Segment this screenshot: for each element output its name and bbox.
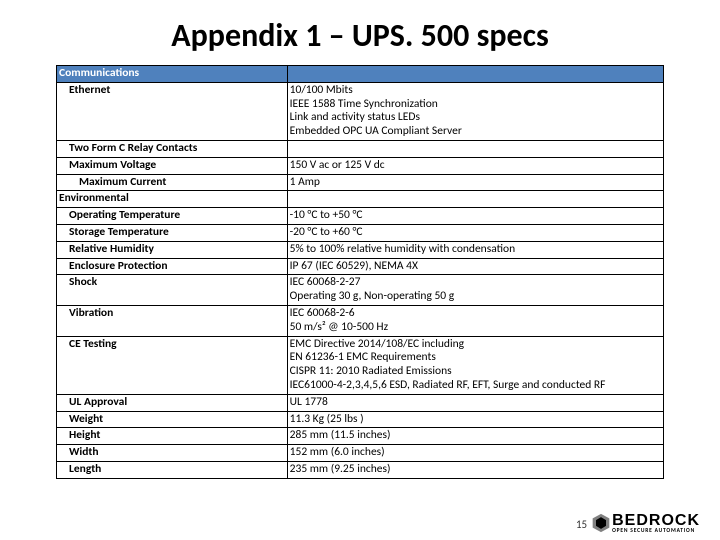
spec-label: Maximum Voltage <box>57 157 288 174</box>
spec-label: Width <box>57 445 288 462</box>
table-row: Operating Temperature-10 °C to +50 °C <box>57 208 664 225</box>
spec-label: Operating Temperature <box>57 208 288 225</box>
table-row: Ethernet10/100 Mbits IEEE 1588 Time Sync… <box>57 82 664 140</box>
table-row: Width152 mm (6.0 inches) <box>57 445 664 462</box>
spec-label: Weight <box>57 411 288 428</box>
table-row: Enclosure ProtectionIP 67 (IEC 60529), N… <box>57 258 664 275</box>
spec-label: Relative Humidity <box>57 241 288 258</box>
table-row: Height285 mm (11.5 inches) <box>57 428 664 445</box>
spec-value: UL 1778 <box>287 394 663 411</box>
spec-value: 152 mm (6.0 inches) <box>287 445 663 462</box>
spec-label: Two Form C Relay Contacts <box>57 140 288 157</box>
table-row: Maximum Current1 Amp <box>57 174 664 191</box>
spec-value: IP 67 (IEC 60529), NEMA 4X <box>287 258 663 275</box>
table-row: Communications <box>57 66 664 83</box>
spec-value: 1 Amp <box>287 174 663 191</box>
spec-value: 10/100 Mbits IEEE 1588 Time Synchronizat… <box>287 82 663 140</box>
spec-label: Shock <box>57 275 288 306</box>
table-row: VibrationIEC 60068-2-6 50 m/s² @ 10-500 … <box>57 305 664 336</box>
page-title: Appendix 1 – UPS. 500 specs <box>0 0 720 65</box>
table-row: Storage Temperature-20 °C to +60 °C <box>57 224 664 241</box>
spec-label: Environmental <box>57 191 288 208</box>
footer: 15 BEDROCK OPEN SECURE AUTOMATION <box>576 513 700 535</box>
spec-value: -20 °C to +60 °C <box>287 224 663 241</box>
spec-value <box>287 140 663 157</box>
spec-label: Storage Temperature <box>57 224 288 241</box>
spec-label: Height <box>57 428 288 445</box>
spec-value <box>287 191 663 208</box>
spec-label: UL Approval <box>57 394 288 411</box>
spec-label: Maximum Current <box>57 174 288 191</box>
table-row: UL ApprovalUL 1778 <box>57 394 664 411</box>
brand-name: BEDROCK <box>612 513 700 529</box>
spec-value: -10 °C to +50 °C <box>287 208 663 225</box>
spec-value: 5% to 100% relative humidity with conden… <box>287 241 663 258</box>
specs-table: CommunicationsEthernet10/100 Mbits IEEE … <box>56 65 664 479</box>
section-label: Communications <box>57 66 288 83</box>
spec-label: Enclosure Protection <box>57 258 288 275</box>
spec-value: 285 mm (11.5 inches) <box>287 428 663 445</box>
brand-logo: BEDROCK OPEN SECURE AUTOMATION <box>591 513 700 535</box>
spec-label: Length <box>57 461 288 478</box>
brand-tagline: OPEN SECURE AUTOMATION <box>612 529 700 535</box>
spec-value: EMC Directive 2014/108/EC including EN 6… <box>287 336 663 394</box>
table-row: Weight11.3 Kg (25 lbs ) <box>57 411 664 428</box>
section-blank <box>287 66 663 83</box>
spec-value: 235 mm (9.25 inches) <box>287 461 663 478</box>
spec-value: 150 V ac or 125 V dc <box>287 157 663 174</box>
table-row: Environmental <box>57 191 664 208</box>
spec-label: Vibration <box>57 305 288 336</box>
spec-value: IEC 60068-2-6 50 m/s² @ 10-500 Hz <box>287 305 663 336</box>
spec-label: Ethernet <box>57 82 288 140</box>
spec-value: 11.3 Kg (25 lbs ) <box>287 411 663 428</box>
table-row: Maximum Voltage150 V ac or 125 V dc <box>57 157 664 174</box>
page-number: 15 <box>576 518 587 531</box>
table-row: ShockIEC 60068-2-27 Operating 30 g, Non-… <box>57 275 664 306</box>
spec-value: IEC 60068-2-27 Operating 30 g, Non-opera… <box>287 275 663 306</box>
table-row: Two Form C Relay Contacts <box>57 140 664 157</box>
spec-label: CE Testing <box>57 336 288 394</box>
table-row: Relative Humidity5% to 100% relative hum… <box>57 241 664 258</box>
specs-table-container: CommunicationsEthernet10/100 Mbits IEEE … <box>0 65 720 479</box>
table-row: CE TestingEMC Directive 2014/108/EC incl… <box>57 336 664 394</box>
hexagon-icon <box>591 513 611 533</box>
table-row: Length235 mm (9.25 inches) <box>57 461 664 478</box>
